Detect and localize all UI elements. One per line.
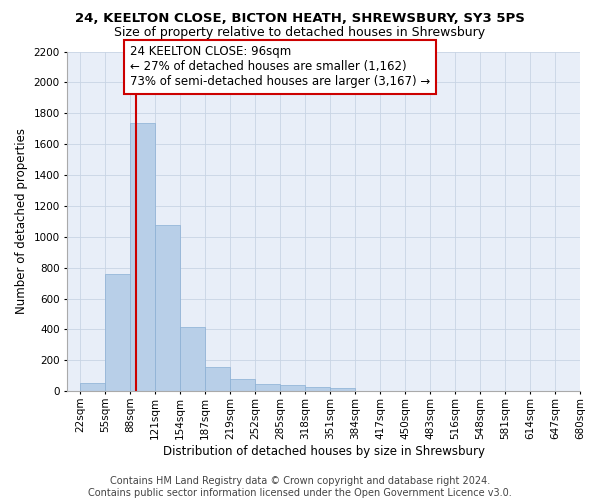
Bar [255,384,280,392]
Bar [305,386,330,392]
Text: Size of property relative to detached houses in Shrewsbury: Size of property relative to detached ho… [115,26,485,39]
Bar [205,367,230,392]
Text: 24 KEELTON CLOSE: 96sqm
← 27% of detached houses are smaller (1,162)
73% of semi: 24 KEELTON CLOSE: 96sqm ← 27% of detache… [130,46,430,88]
Bar [280,385,305,392]
Text: Contains HM Land Registry data © Crown copyright and database right 2024.
Contai: Contains HM Land Registry data © Crown c… [88,476,512,498]
X-axis label: Distribution of detached houses by size in Shrewsbury: Distribution of detached houses by size … [163,444,485,458]
Text: 24, KEELTON CLOSE, BICTON HEATH, SHREWSBURY, SY3 5PS: 24, KEELTON CLOSE, BICTON HEATH, SHREWSB… [75,12,525,26]
Bar [155,225,180,392]
Bar [180,327,205,392]
Bar [330,388,355,392]
Bar [130,122,155,392]
Bar [230,378,255,392]
Bar [80,383,105,392]
Y-axis label: Number of detached properties: Number of detached properties [15,128,28,314]
Bar [105,274,130,392]
